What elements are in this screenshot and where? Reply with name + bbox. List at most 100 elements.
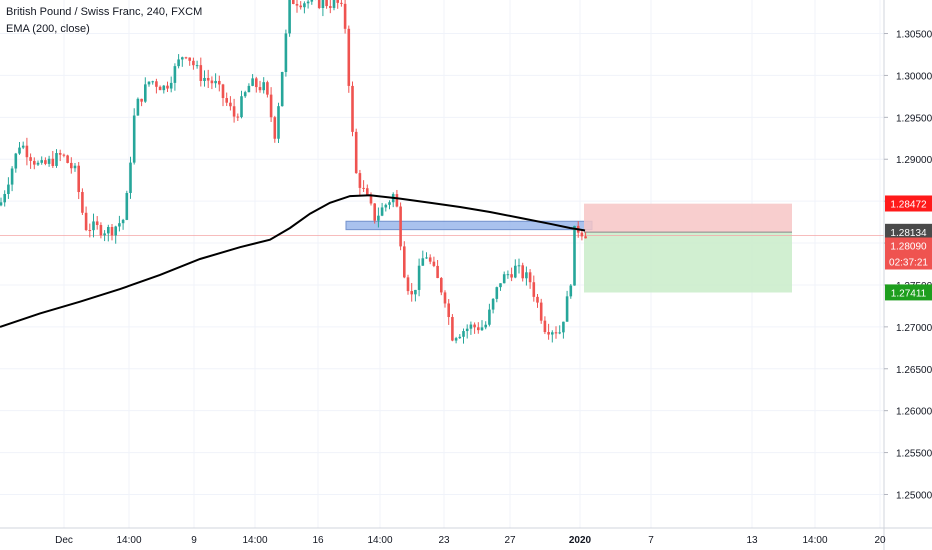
candle-body — [92, 221, 95, 231]
position-zones[interactable] — [0, 203, 884, 293]
time-tick-label: 9 — [191, 535, 197, 546]
candle-body — [451, 317, 454, 341]
candle-body — [62, 154, 66, 156]
candle-body — [484, 324, 487, 328]
candle-body — [395, 194, 399, 207]
candle-body — [280, 72, 284, 107]
candle-body — [210, 80, 214, 84]
price-axis[interactable]: 1.305001.300001.295001.290001.285001.280… — [883, 0, 932, 550]
candle-body — [462, 331, 465, 337]
candle-body — [306, 1, 310, 4]
candle-body — [21, 145, 25, 148]
candle-body — [336, 0, 339, 3]
time-tick-label: 7 — [648, 535, 654, 546]
price-badges: 1.28472 1.28134 1.28090 02:37:21 1.27411 — [885, 195, 932, 301]
time-tick-label: 20 — [874, 535, 886, 546]
time-tick-label: 14:00 — [242, 535, 267, 546]
candle-body — [432, 261, 436, 266]
candle-body — [514, 265, 517, 278]
candle-body — [473, 324, 476, 328]
last-price-badge-bg — [885, 223, 932, 240]
candle-body — [66, 155, 69, 163]
candle-body — [125, 192, 129, 220]
candle-body — [421, 258, 425, 266]
candle-body — [477, 327, 480, 331]
candle-body — [295, 3, 299, 6]
candle-body — [510, 274, 513, 278]
candle-body — [195, 65, 199, 67]
time-tick-label: 23 — [438, 535, 450, 546]
candle-body — [162, 85, 166, 91]
candle-body — [343, 3, 347, 29]
candle-body — [573, 225, 576, 286]
candle-body — [377, 215, 380, 221]
candle-body — [454, 338, 458, 341]
candle-body — [565, 296, 569, 322]
candle-body — [10, 168, 14, 185]
candle-body — [536, 296, 539, 303]
time-tick-label: 14:00 — [367, 535, 392, 546]
candle-body — [384, 204, 388, 208]
candle-body — [317, 0, 321, 8]
candle-body — [181, 57, 184, 60]
candle-body — [547, 332, 550, 335]
candle-body — [184, 57, 188, 59]
candle-body — [3, 193, 6, 203]
candle-body — [528, 272, 532, 283]
candle-body — [99, 225, 103, 236]
time-tick-label: Dec — [55, 535, 73, 546]
candle-body — [532, 282, 536, 297]
candle-body — [499, 283, 502, 288]
countdown-badge: 02:37:21 — [889, 258, 928, 269]
take-profit-zone — [584, 232, 792, 293]
price-tick-label: 1.29000 — [896, 155, 932, 166]
candle-body — [55, 153, 58, 166]
candle-body — [144, 84, 147, 102]
candle-body — [173, 66, 177, 83]
candle-body — [110, 227, 114, 236]
candle-body — [151, 81, 154, 83]
candle-body — [121, 219, 125, 224]
candle-body — [169, 82, 173, 89]
candle-body — [425, 257, 428, 259]
candle-body — [136, 98, 140, 116]
price-tick-label: 1.25500 — [896, 449, 932, 460]
candle-body — [199, 65, 203, 81]
candle-body — [118, 223, 121, 227]
candle-body — [36, 162, 40, 165]
candle-body — [229, 102, 232, 107]
candle-body — [132, 115, 136, 163]
candle-body — [417, 265, 421, 290]
candle-body — [440, 278, 443, 293]
time-tick-label: 14:00 — [116, 535, 141, 546]
candle-body — [329, 6, 332, 8]
candle-body — [491, 298, 495, 310]
candle-body — [521, 265, 524, 279]
candle-body — [292, 0, 295, 4]
candle-body — [480, 327, 484, 331]
candle-body — [465, 328, 469, 332]
price-tick-label: 1.29500 — [896, 113, 932, 124]
candle-body — [403, 246, 406, 278]
target-level-badge: 1.27411 — [891, 288, 927, 299]
candle-body — [325, 0, 328, 7]
candle-body — [502, 274, 506, 284]
candle-body — [166, 85, 169, 89]
candle-body — [73, 165, 77, 169]
candle-body — [551, 332, 554, 335]
time-tick-label: 14:00 — [802, 535, 827, 546]
candle-body — [554, 332, 558, 334]
candle-body — [447, 303, 450, 318]
chart-grid — [0, 0, 884, 528]
candle-body — [192, 60, 195, 66]
time-axis[interactable]: Dec 14:00 9 14:00 16 14:00 23 27 2020 7 13 14:00 20 — [0, 527, 932, 546]
candle-body — [88, 230, 92, 232]
candle-body — [70, 162, 73, 169]
candle-body — [303, 3, 306, 8]
candle-body — [543, 320, 547, 333]
candle-body — [299, 5, 302, 8]
indicator-label: EMA (200, close) — [6, 23, 90, 35]
candle-body — [147, 81, 151, 85]
time-tick-label: 13 — [746, 535, 758, 546]
